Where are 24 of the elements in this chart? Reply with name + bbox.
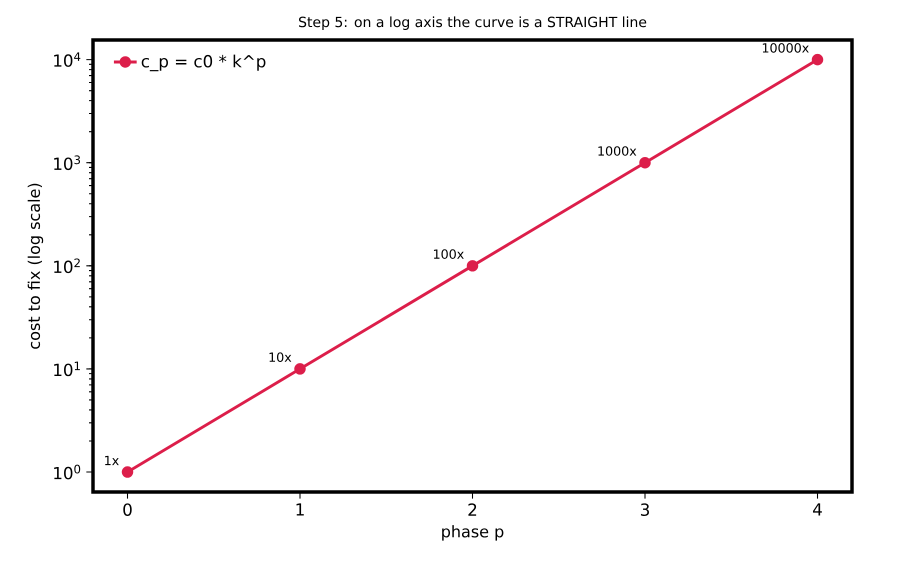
point [122, 466, 134, 478]
x-tick-label: 4 [813, 503, 822, 516]
y-tick-label: 10$^{3}$ [54, 155, 80, 170]
annotation: 1x [105, 456, 119, 466]
x-axis-title: phase p [442, 525, 504, 541]
point [639, 156, 651, 168]
x-tick-label: 0 [123, 503, 132, 516]
point [294, 363, 306, 375]
x-tick-label: 1 [296, 503, 304, 516]
annotation: 10000x [762, 43, 809, 53]
annotation: 1000x [598, 146, 636, 156]
y-tick-label: 10$^{0}$ [54, 464, 80, 480]
point [812, 54, 824, 66]
x-tick-label: 2 [468, 503, 476, 516]
annotation: 100x [434, 249, 464, 259]
point [466, 260, 478, 272]
chart-title: Step 5: on a log axis the curve is a STRAIGHT line [299, 16, 646, 30]
annotation: 10x [270, 352, 292, 362]
y-tick-label: 10$^{4}$ [54, 52, 80, 67]
y-axis-title: cost to fix (log scale) [28, 184, 44, 349]
y-tick-label: 10$^{1}$ [54, 362, 80, 376]
legend-label: c_p = c0 * k^p [142, 54, 266, 72]
x-tick-label: 3 [640, 503, 649, 516]
y-tick-label: 10$^{2}$ [54, 258, 80, 274]
